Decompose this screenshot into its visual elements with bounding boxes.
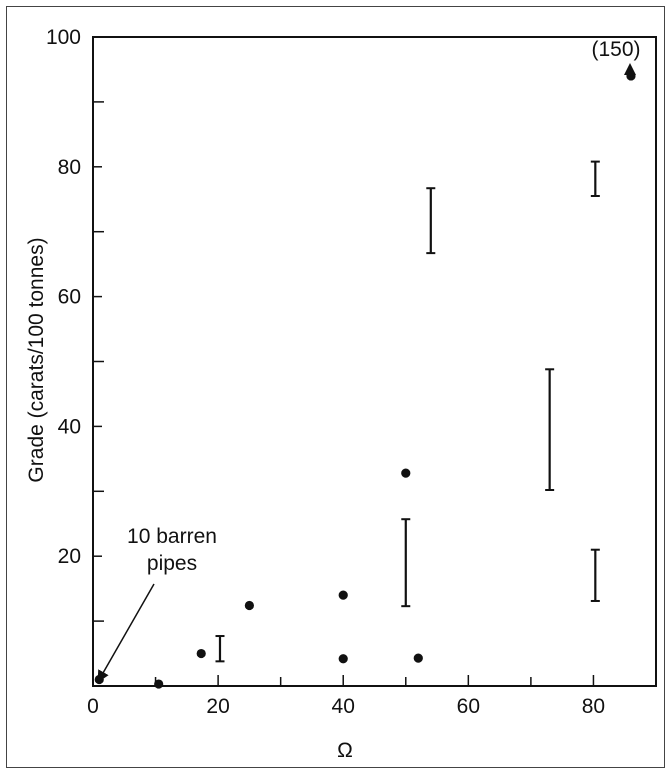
data-point <box>244 600 254 611</box>
axis-ticks: 20 40 60 80 100 0 20 40 60 80 <box>46 26 605 718</box>
annotation-150: (150) <box>591 38 640 61</box>
y-tick-label: 60 <box>58 286 81 309</box>
figure-border <box>6 6 665 768</box>
annotation-barren-line-1: 10 barren <box>127 525 217 548</box>
data-point <box>626 71 636 81</box>
data-point <box>413 653 423 663</box>
y-tick-label: 80 <box>58 156 81 179</box>
data-marks <box>94 71 636 689</box>
y-tick-label: 20 <box>58 545 81 568</box>
range-bar <box>426 187 436 255</box>
x-tick-label: 80 <box>582 695 605 718</box>
range-bar <box>401 518 411 608</box>
annotation-barren-arrow <box>97 583 155 683</box>
data-point <box>401 468 411 478</box>
y-tick-label: 40 <box>58 415 81 438</box>
x-tick-label: 40 <box>332 695 355 718</box>
y-axis-label: Grade (carats/100 tonnes) <box>25 237 48 482</box>
x-axis-label: Ω <box>337 739 353 762</box>
data-point <box>196 648 206 659</box>
x-tick-label: 0 <box>87 695 99 718</box>
range-bar <box>215 635 225 663</box>
range-bar <box>545 368 555 492</box>
y-tick-label: 100 <box>46 26 81 49</box>
x-tick-label: 60 <box>457 695 480 718</box>
range-bar <box>590 548 600 602</box>
data-point <box>338 590 348 600</box>
range-bar <box>590 160 600 198</box>
data-point <box>338 654 348 664</box>
x-tick-label: 20 <box>206 695 229 718</box>
annotation-barren-line-2: pipes <box>147 552 197 575</box>
data-point <box>154 679 164 689</box>
plot-area-frame <box>92 36 657 687</box>
